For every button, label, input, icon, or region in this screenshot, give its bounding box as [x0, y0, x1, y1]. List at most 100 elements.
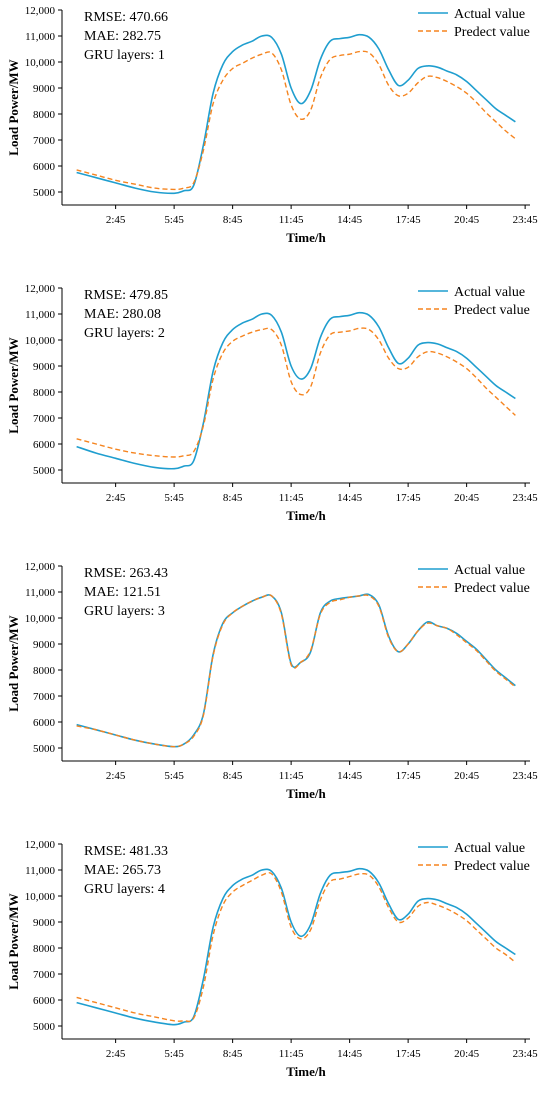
x-axis-label: Time/h: [286, 786, 326, 801]
x-axis-label: Time/h: [286, 508, 326, 523]
y-tick-label: 6000: [33, 995, 56, 1007]
y-tick-label: 10,000: [25, 57, 56, 69]
y-tick-label: 8000: [33, 943, 56, 955]
predect-value-line: [76, 50, 516, 191]
y-tick-label: 8000: [33, 109, 56, 121]
x-tick-label: 14:45: [337, 770, 363, 782]
stats-text-1: MAE: 280.08: [84, 307, 161, 322]
legend-predect-label: Predect value: [454, 581, 530, 596]
x-tick-label: 8:45: [223, 1048, 243, 1060]
x-tick-label: 2:45: [106, 492, 126, 504]
y-tick-label: 6000: [33, 439, 56, 451]
x-tick-label: 17:45: [396, 492, 422, 504]
y-tick-label: 7000: [33, 969, 56, 981]
y-tick-label: 9000: [33, 639, 56, 651]
y-tick-label: 9000: [33, 83, 56, 95]
predect-value-line: [76, 327, 516, 458]
x-tick-label: 23:45: [513, 770, 539, 782]
y-tick-label: 7000: [33, 135, 56, 147]
legend-actual-label: Actual value: [454, 841, 525, 856]
chart-panel-gru-4: 5000 6000 7000 8000 9000 10,000 11,000 12,000 2:…: [6, 839, 539, 1079]
legend-actual-label: Actual value: [454, 7, 525, 22]
y-tick-label: 11,000: [25, 309, 55, 321]
stats-text-1: MAE: 121.51: [84, 585, 161, 600]
stats-text-0: RMSE: 479.85: [84, 288, 168, 303]
y-tick-label: 7000: [33, 691, 56, 703]
x-tick-label: 11:45: [279, 1048, 304, 1060]
x-tick-label: 8:45: [223, 492, 243, 504]
x-tick-label: 11:45: [279, 770, 304, 782]
y-tick-label: 12,000: [25, 283, 56, 295]
x-tick-label: 17:45: [396, 1048, 422, 1060]
y-tick-label: 10,000: [25, 335, 56, 347]
x-tick-label: 2:45: [106, 770, 126, 782]
legend-actual-label: Actual value: [454, 285, 525, 300]
actual-value-line: [76, 867, 516, 1026]
x-tick-label: 8:45: [223, 770, 243, 782]
x-tick-label: 23:45: [513, 492, 539, 504]
y-tick-label: 5000: [33, 743, 56, 755]
y-tick-label: 12,000: [25, 5, 56, 17]
predect-value-line: [76, 872, 516, 1023]
y-tick-label: 9000: [33, 917, 56, 929]
x-tick-label: 5:45: [164, 1048, 184, 1060]
y-tick-label: 7000: [33, 413, 56, 425]
x-tick-label: 14:45: [337, 214, 363, 226]
legend-actual-label: Actual value: [454, 563, 525, 578]
chart-panel-gru-3: 5000 6000 7000 8000 9000 10,000 11,000 12,000 2:…: [6, 561, 539, 801]
y-axis-label: Load Power/MW: [6, 615, 21, 711]
x-tick-label: 14:45: [337, 1048, 363, 1060]
chart-panel-gru-2: 5000 6000 7000 8000 9000 10,000 11,000 12,000 2:…: [6, 283, 539, 523]
x-tick-label: 20:45: [454, 492, 480, 504]
y-tick-label: 5000: [33, 187, 56, 199]
stats-text-2: GRU layers: 4: [84, 882, 165, 897]
y-axis-label: Load Power/MW: [6, 893, 21, 989]
y-tick-label: 11,000: [25, 31, 55, 43]
y-axis-label: Load Power/MW: [6, 59, 21, 155]
stats-text-0: RMSE: 263.43: [84, 566, 168, 581]
x-tick-label: 17:45: [396, 770, 422, 782]
x-tick-label: 14:45: [337, 492, 363, 504]
legend-predect-label: Predect value: [454, 25, 530, 40]
y-tick-label: 11,000: [25, 865, 55, 877]
stats-text-2: GRU layers: 2: [84, 326, 165, 341]
x-tick-label: 11:45: [279, 214, 304, 226]
actual-value-line: [76, 33, 516, 195]
y-tick-label: 11,000: [25, 587, 55, 599]
y-tick-label: 8000: [33, 387, 56, 399]
x-tick-label: 5:45: [164, 492, 184, 504]
x-tick-label: 5:45: [164, 770, 184, 782]
x-tick-label: 20:45: [454, 214, 480, 226]
y-tick-label: 10,000: [25, 613, 56, 625]
predect-value-line: [76, 594, 516, 748]
legend-predect-label: Predect value: [454, 859, 530, 874]
stats-text-1: MAE: 282.75: [84, 29, 161, 44]
stats-text-0: RMSE: 470.66: [84, 10, 168, 25]
x-axis-label: Time/h: [286, 230, 326, 245]
y-tick-label: 12,000: [25, 561, 56, 573]
y-tick-label: 6000: [33, 717, 56, 729]
x-tick-label: 23:45: [513, 1048, 539, 1060]
y-tick-label: 6000: [33, 161, 56, 173]
y-axis-label: Load Power/MW: [6, 337, 21, 433]
actual-value-line: [76, 311, 516, 470]
actual-value-line: [76, 593, 516, 748]
x-tick-label: 11:45: [279, 492, 304, 504]
x-tick-label: 2:45: [106, 1048, 126, 1060]
stats-text-1: MAE: 265.73: [84, 863, 161, 878]
y-tick-label: 5000: [33, 1021, 56, 1033]
x-tick-label: 8:45: [223, 214, 243, 226]
y-tick-label: 12,000: [25, 839, 56, 851]
y-tick-label: 5000: [33, 465, 56, 477]
x-tick-label: 20:45: [454, 770, 480, 782]
stats-text-0: RMSE: 481.33: [84, 844, 168, 859]
x-tick-label: 5:45: [164, 214, 184, 226]
x-axis-label: Time/h: [286, 1064, 326, 1079]
y-tick-label: 9000: [33, 361, 56, 373]
x-tick-label: 2:45: [106, 214, 126, 226]
stats-text-2: GRU layers: 1: [84, 48, 165, 63]
x-tick-label: 23:45: [513, 214, 539, 226]
x-tick-label: 17:45: [396, 214, 422, 226]
y-tick-label: 8000: [33, 665, 56, 677]
